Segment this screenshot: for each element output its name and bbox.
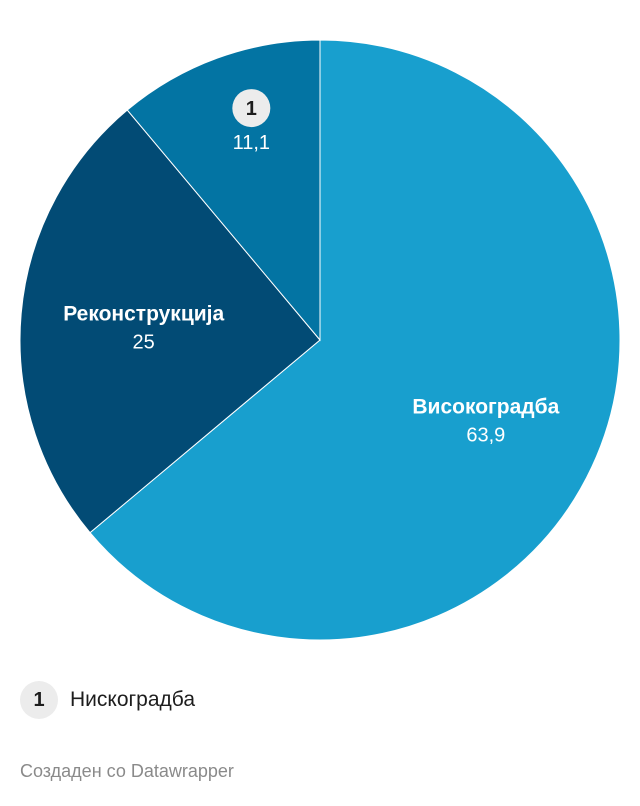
slice-label-1: Високоградба (412, 395, 559, 418)
slice-marker-text-3: 1 (246, 98, 257, 120)
legend-label: Нискоградба (70, 688, 195, 711)
datawrapper-credit[interactable]: Создаден со Datawrapper (20, 761, 234, 781)
pie-chart: Високоградба 63,9 Реконструкција 25 1 11,1 (19, 39, 621, 641)
slice-label-2: Реконструкција (63, 302, 224, 325)
slice-value-3: 11,1 (233, 132, 270, 154)
pie-labels: Високоградба 63,9 Реконструкција 25 1 11,1 (63, 89, 560, 446)
pie-slice-2[interactable] (19, 109, 321, 534)
slice-value-1: 63,9 (466, 424, 505, 446)
legend-marker: 1 (20, 681, 58, 719)
slice-value-2: 25 (133, 331, 155, 353)
pie-slice-1[interactable] (89, 39, 621, 641)
pie-slice-3[interactable] (126, 39, 321, 342)
legend: 1 Нискоградба (20, 681, 195, 719)
slice-marker-3 (232, 89, 271, 128)
pie-slices (19, 39, 621, 641)
